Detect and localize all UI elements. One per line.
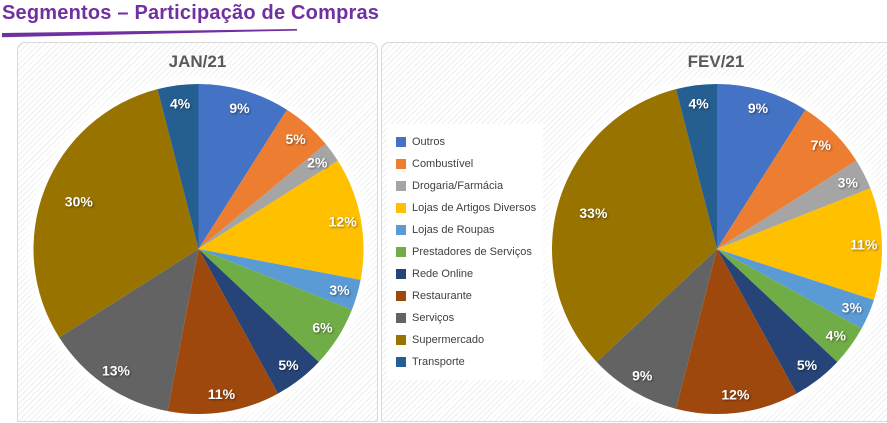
- pie-slice-combustivel: [198, 109, 326, 249]
- pie-label-restaurante: 12%: [721, 387, 750, 403]
- legend-swatch-icon: [396, 291, 406, 301]
- legend-item-servicos: Serviços: [396, 307, 539, 329]
- pie-slice-supermercado: [33, 89, 199, 338]
- legend-swatch-icon: [396, 247, 406, 257]
- legend-item-label: Transporte: [412, 356, 465, 368]
- legend-item-label: Prestadores de Serviços: [412, 246, 532, 258]
- page-title: Segmentos – Participação de Compras: [2, 2, 380, 24]
- chart-title-jan: JAN/21: [168, 52, 227, 71]
- pie-label-lojas-de-artigos-diversos: 12%: [329, 214, 358, 230]
- pie-label-transporte: 4%: [688, 95, 709, 111]
- legend-item-prestadores-de-servicos: Prestadores de Serviços: [396, 241, 539, 263]
- pie-label-rede-online: 5%: [797, 357, 818, 373]
- legend-item-restaurante: Restaurante: [396, 285, 539, 307]
- pie-slice-supermercado: [551, 89, 717, 362]
- pie-slice-rede-online: [198, 249, 319, 394]
- legend-item-label: Restaurante: [412, 290, 472, 302]
- legend-swatch-icon: [396, 225, 406, 235]
- pie-label-drogaria-farmacia: 3%: [838, 174, 859, 190]
- pie-label-combustivel: 5%: [285, 131, 306, 147]
- legend-item-rede-online: Rede Online: [396, 263, 539, 285]
- pie-slice-lojas-de-artigos-diversos: [717, 188, 882, 300]
- legend-swatch-icon: [396, 335, 406, 345]
- chart-jan-21: JAN/21 9% 5% 2% 12% 3% 6% 5% 11% 13% 30% 4%: [17, 42, 378, 422]
- legend-item-lojas-de-roupas: Lojas de Roupas: [396, 219, 539, 241]
- pie-label-drogaria-farmacia: 2%: [307, 155, 328, 171]
- legend-swatch-icon: [396, 159, 406, 169]
- pie-slice-drogaria-farmacia: [717, 160, 871, 249]
- legend: Outros Combustível Drogaria/Farmácia Lojas …: [387, 124, 543, 380]
- pie-slice-servicos: [59, 249, 199, 412]
- legend-swatch-icon: [396, 357, 406, 367]
- pie-label-prestadores-de-servicos: 4%: [826, 327, 847, 343]
- legend-item-combustivel: Combustível: [396, 153, 539, 175]
- title-underline-decoration: [2, 29, 297, 38]
- pie-slice-transporte: [157, 84, 199, 249]
- legend-swatch-icon: [396, 181, 406, 191]
- pie-label-lojas-de-artigos-diversos: 11%: [850, 236, 878, 252]
- pie-label-servicos: 9%: [632, 367, 653, 383]
- legend-item-supermercado: Supermercado: [396, 329, 539, 351]
- pie-chart-jan: 9%5%2%12%3%6%5%11%13%30%4%: [26, 77, 371, 421]
- legend-item-label: Lojas de Artigos Diversos: [412, 202, 537, 214]
- pie-slice-transporte: [675, 84, 717, 249]
- pie-label-transporte: 4%: [170, 95, 191, 111]
- pie-slice-drogaria-farmacia: [198, 143, 338, 249]
- legend-swatch-icon: [396, 137, 406, 147]
- legend-swatch-icon: [396, 269, 406, 279]
- pie-label-lojas-de-roupas: 3%: [329, 282, 350, 298]
- pie-slice-prestadores-de-servicos: [717, 249, 862, 362]
- legend-item-label: Supermercado: [412, 334, 485, 346]
- pie-chart-fev: 9% 7% 3% 11% 3% 4% 5% 12% 9% 33% 4%: [545, 77, 887, 421]
- pie-label-rede-online: 5%: [278, 357, 299, 373]
- pie-slice-prestadores-de-servicos: [198, 249, 352, 362]
- pie-slice-outros: [198, 84, 287, 249]
- pie-label-servicos: 13%: [102, 363, 131, 379]
- legend-item-label: Outros: [412, 136, 446, 148]
- pie-slice-lojas-de-artigos-diversos: [198, 160, 364, 280]
- pie-slice-outros: [717, 84, 806, 249]
- chart-fev-21: FEV/21 9% 7% 3% 11% 3% 4% 5% 12% 9% 33% 4% Outros C…: [381, 42, 887, 422]
- pie-slice-lojas-de-roupas: [717, 249, 874, 329]
- legend-item-lojas-de-artigos-diversos: Lojas de Artigos Diversos: [396, 197, 539, 219]
- pie-slice-restaurante: [675, 249, 797, 415]
- pie-label-lojas-de-roupas: 3%: [842, 299, 863, 315]
- pie-slice-servicos: [596, 249, 717, 409]
- pie-label-supermercado: 30%: [65, 194, 94, 210]
- pie-slice-combustivel: [717, 109, 857, 249]
- legend-item-drogaria-farmacia: Drogaria/Farmácia: [396, 175, 539, 197]
- pie-label-supermercado: 33%: [579, 205, 608, 221]
- pie-slice-restaurante: [167, 249, 278, 415]
- pie-slice-rede-online: [717, 249, 838, 394]
- page-header: Segmentos – Participação de Compras: [2, 2, 380, 38]
- legend-item-label: Combustível: [412, 158, 474, 170]
- pie-label-combustivel: 7%: [811, 137, 832, 153]
- pie-label-restaurante: 11%: [208, 386, 236, 402]
- legend-item-transporte: Transporte: [396, 351, 539, 373]
- pie-label-prestadores-de-servicos: 6%: [312, 320, 333, 336]
- legend-swatch-icon: [396, 203, 406, 213]
- legend-item-label: Drogaria/Farmácia: [412, 180, 504, 192]
- pie-label-outros: 9%: [748, 100, 769, 116]
- chart-title-fev: FEV/21: [687, 52, 745, 71]
- legend-swatch-icon: [396, 313, 406, 323]
- pie-label-outros: 9%: [229, 100, 250, 116]
- legend-item-label: Rede Online: [412, 268, 474, 280]
- legend-item-outros: Outros: [396, 131, 539, 153]
- legend-item-label: Serviços: [412, 312, 455, 324]
- pie-slice-lojas-de-roupas: [198, 249, 361, 310]
- legend-item-label: Lojas de Roupas: [412, 224, 495, 236]
